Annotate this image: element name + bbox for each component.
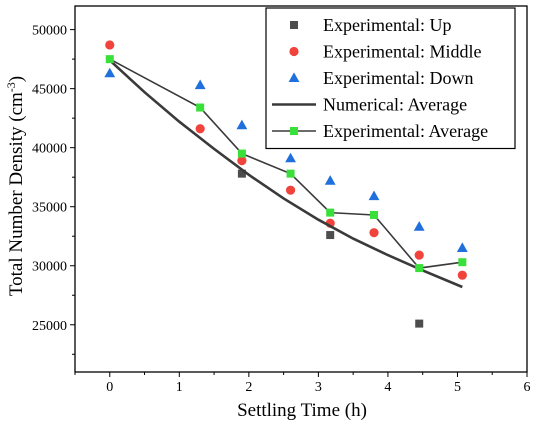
y-tick-label: 45000 — [32, 83, 67, 98]
data-point — [196, 103, 205, 112]
data-point — [285, 185, 296, 195]
data-point — [415, 264, 424, 273]
legend-swatch-marker — [289, 46, 299, 57]
series-line — [108, 59, 463, 289]
legend-label: Experimental: Middle — [323, 42, 481, 62]
legend-swatch-marker — [290, 127, 298, 135]
axes-layer: 0 1 2 3 4 5 6 25000 30000 35000 40000 45000 50000 — [32, 5, 531, 395]
data-point — [370, 210, 379, 219]
data-point — [237, 149, 246, 158]
legend-label: Experimental: Up — [323, 15, 451, 35]
data-point — [458, 258, 467, 267]
data-point — [236, 119, 248, 130]
x-tick-label: 1 — [176, 380, 183, 395]
legend-label: Numerical: Average — [323, 95, 467, 115]
series-line — [109, 58, 463, 269]
series-1 — [105, 40, 467, 280]
x-tick-label: 0 — [106, 380, 113, 395]
series-2 — [104, 67, 468, 253]
data-point — [286, 169, 295, 178]
series-4 — [105, 55, 467, 273]
data-point — [368, 190, 380, 201]
y-axis-title-main: Total Number Density (cm — [6, 92, 27, 296]
x-tick-label: 3 — [315, 380, 322, 395]
data-point — [326, 208, 335, 217]
data-point — [415, 319, 424, 328]
y-tick-label: 25000 — [32, 319, 67, 334]
series-3 — [108, 59, 463, 289]
data-point — [457, 270, 467, 280]
legend-box — [265, 7, 516, 150]
data-point — [195, 124, 205, 134]
y-axis-title-sup: -3 — [4, 82, 18, 92]
data-point — [324, 175, 336, 185]
data-point — [369, 228, 379, 238]
data-point — [456, 242, 468, 253]
series-layer — [104, 40, 468, 328]
data-point — [104, 67, 116, 78]
y-axis-title: Total Number Density (cm-3) — [4, 76, 27, 296]
y-tick-label: 40000 — [32, 142, 67, 157]
x-tick-label: 5 — [454, 380, 461, 395]
legend-label: Experimental: Down — [323, 68, 473, 88]
data-point — [237, 156, 247, 166]
y-tick-label: 35000 — [32, 201, 67, 216]
legend-swatch-marker — [288, 72, 300, 82]
data-point — [414, 250, 424, 260]
x-tick-label: 4 — [384, 380, 391, 395]
data-point — [413, 221, 425, 231]
data-point — [326, 231, 335, 240]
y-tick-label: 30000 — [32, 260, 67, 275]
data-point — [105, 55, 114, 64]
data-point — [105, 40, 115, 50]
plot-frame — [74, 5, 528, 373]
x-axis-title: Settling Time (h) — [237, 400, 367, 421]
legend-swatch-marker — [290, 21, 298, 29]
y-axis-title-end: ) — [6, 76, 27, 82]
data-point — [285, 152, 296, 163]
legend: Experimental: Up Experimental: Middle Expe… — [265, 7, 516, 150]
legend-label: Experimental: Average — [323, 121, 488, 141]
y-tick-label: 50000 — [32, 24, 67, 39]
series-0 — [237, 169, 424, 328]
x-tick-label: 2 — [245, 380, 252, 395]
x-tick-label: 6 — [524, 380, 531, 395]
data-point — [194, 79, 206, 90]
data-point — [237, 169, 246, 178]
